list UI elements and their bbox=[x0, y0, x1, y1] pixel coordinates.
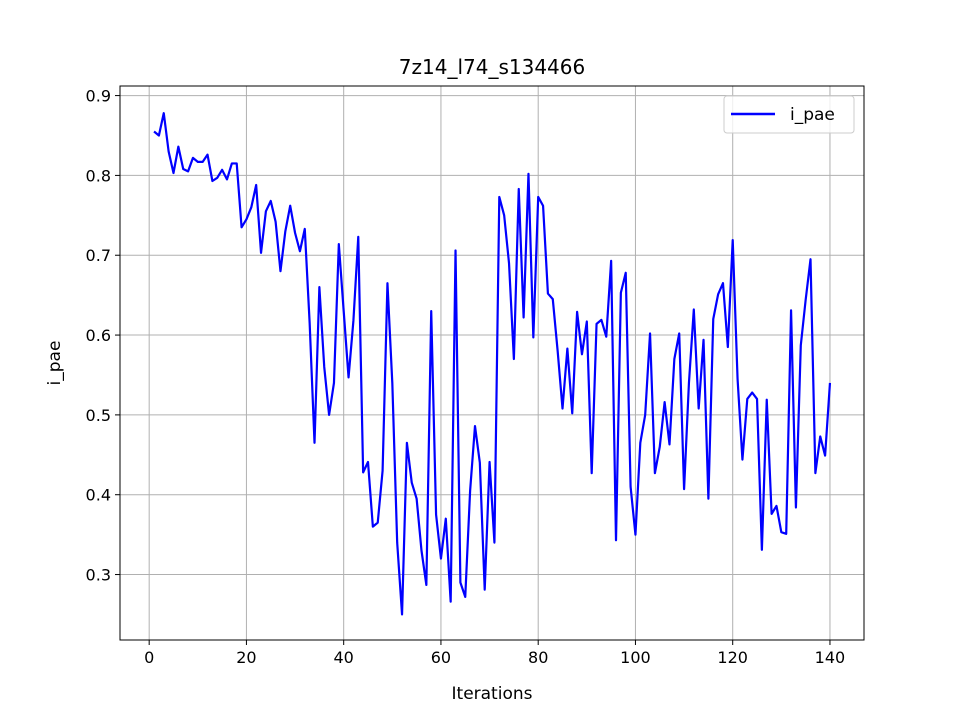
legend: i_pae bbox=[723, 95, 855, 134]
legend-entry-label: i_pae bbox=[790, 105, 835, 125]
y-axis-label: i_pae bbox=[45, 341, 65, 386]
x-tick-label: 20 bbox=[236, 648, 256, 667]
chart-title: 7z14_l74_s134466 bbox=[399, 55, 585, 79]
x-tick-label: 140 bbox=[815, 648, 846, 667]
x-axis-ticks: 0 20 40 60 80 100 120 140 bbox=[144, 640, 845, 667]
series-line-i_pae bbox=[153, 112, 832, 616]
y-tick-label: 0.7 bbox=[86, 246, 111, 265]
x-tick-label: 60 bbox=[431, 648, 451, 667]
y-tick-label: 0.8 bbox=[86, 166, 111, 185]
x-tick-label: 0 bbox=[144, 648, 154, 667]
y-tick-label: 0.4 bbox=[86, 486, 111, 505]
x-tick-label: 100 bbox=[620, 648, 651, 667]
plot-area-frame bbox=[119, 85, 865, 641]
y-tick-label: 0.6 bbox=[86, 326, 111, 345]
x-axis-label: Iterations bbox=[452, 684, 533, 704]
y-tick-label: 0.3 bbox=[86, 566, 111, 585]
y-axis-ticks: 0.3 0.4 0.5 0.6 0.7 0.8 0.9 bbox=[86, 87, 120, 585]
x-tick-label: 120 bbox=[717, 648, 748, 667]
x-tick-label: 40 bbox=[334, 648, 354, 667]
y-tick-label: 0.5 bbox=[86, 406, 111, 425]
legend-box bbox=[723, 95, 855, 134]
series-layer bbox=[153, 112, 832, 616]
y-tick-label: 0.9 bbox=[86, 87, 111, 106]
x-tick-label: 80 bbox=[528, 648, 548, 667]
